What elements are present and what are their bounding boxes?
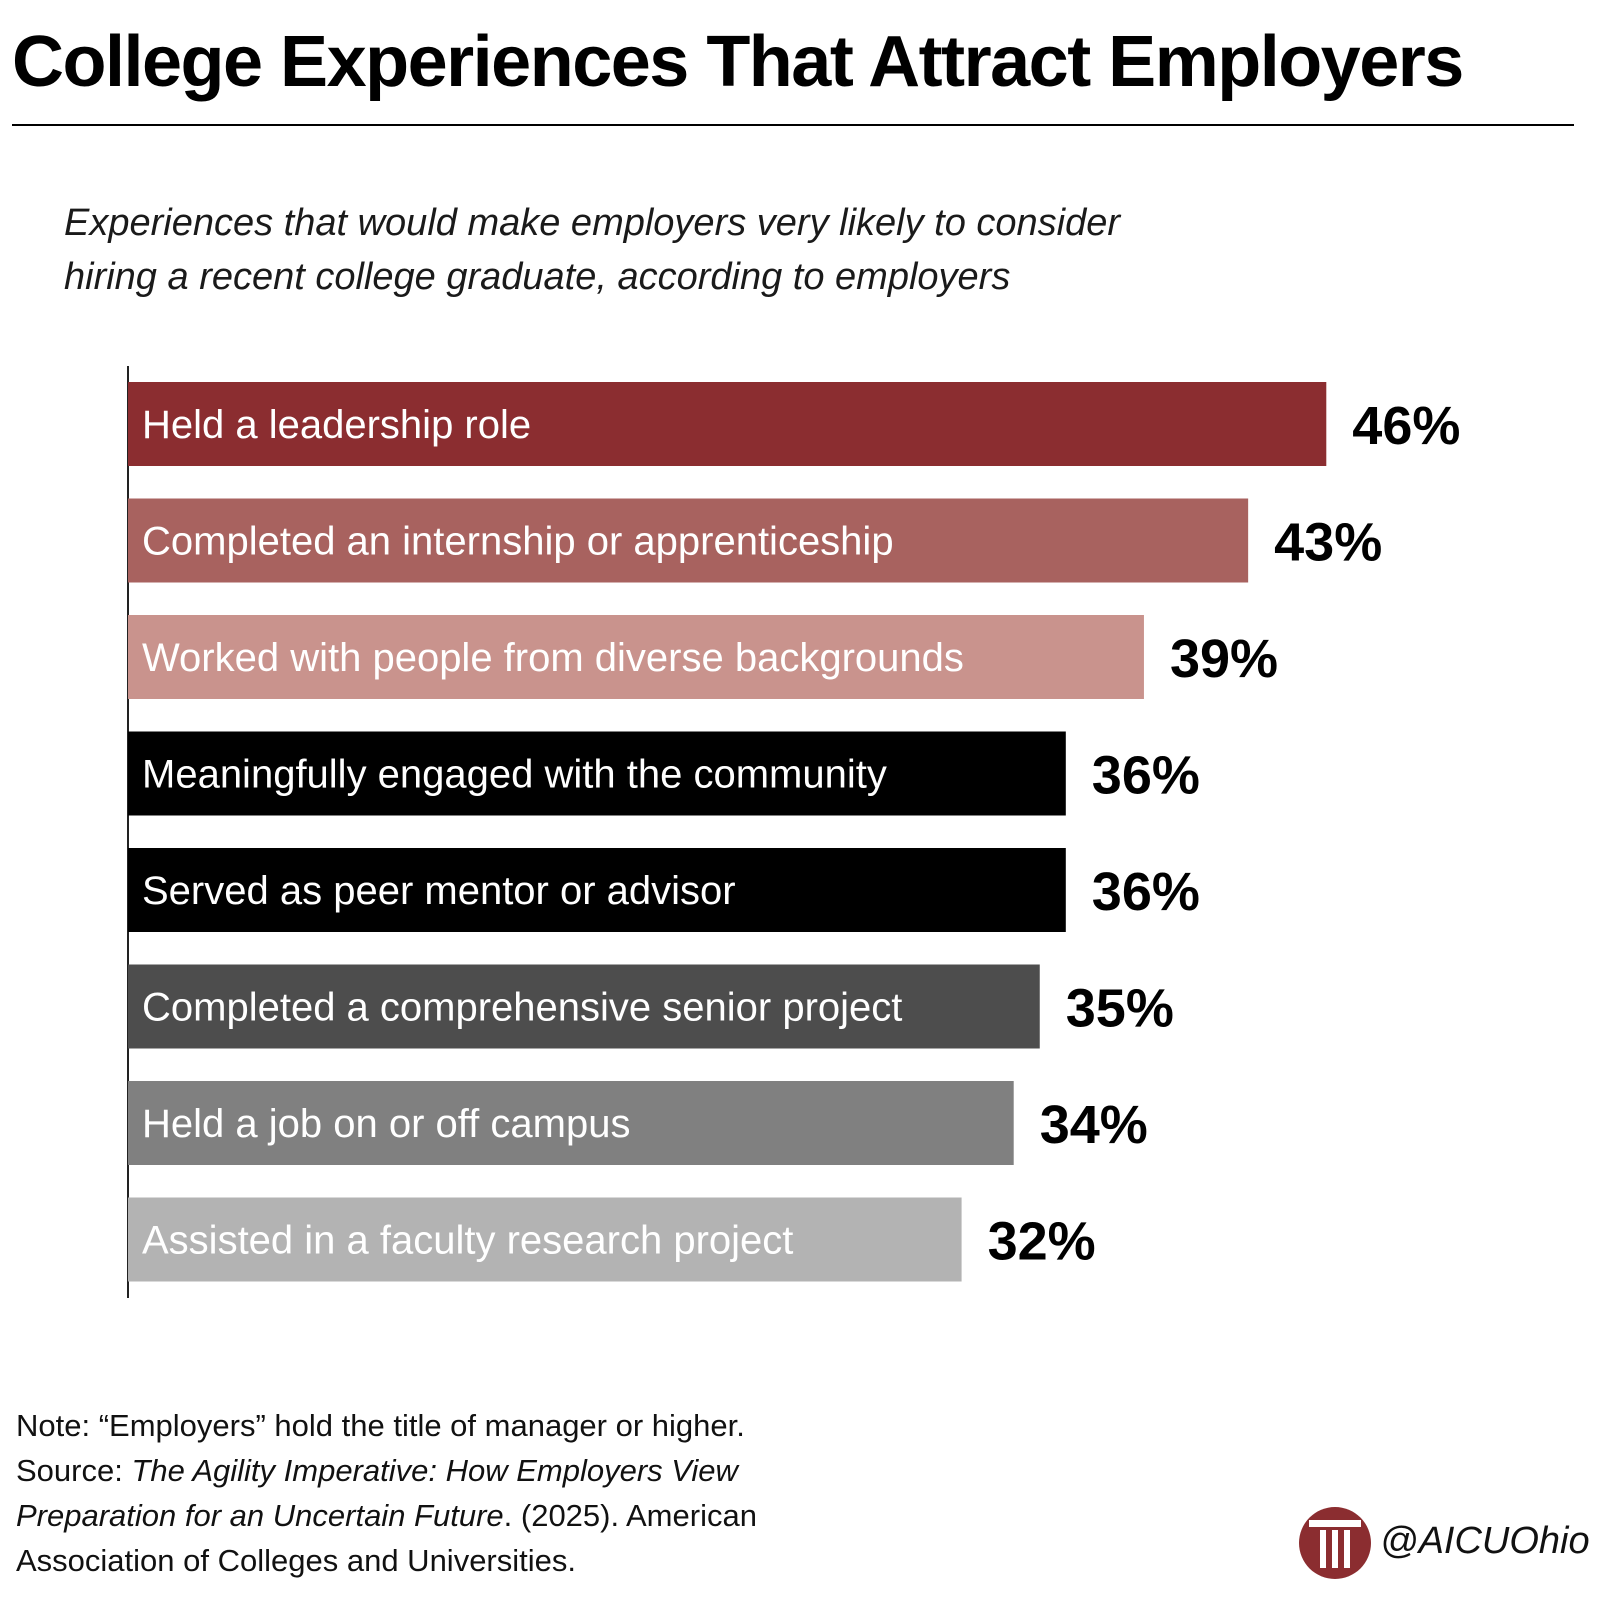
bar-value-label: 32% bbox=[988, 1212, 1096, 1272]
note-text: Note: “Employers” hold the title of mana… bbox=[16, 1408, 745, 1443]
source-prefix: Source: bbox=[16, 1453, 132, 1488]
bar-category-label: Held a job on or off campus bbox=[142, 1102, 630, 1146]
bar-category-label: Held a leadership role bbox=[142, 403, 531, 447]
bar bbox=[128, 848, 1066, 932]
source-line-2: Preparation for an Uncertain Future. (20… bbox=[16, 1493, 916, 1538]
bar bbox=[128, 498, 1249, 583]
bar-value-label: 35% bbox=[1066, 979, 1174, 1039]
source-line-3: Association of Colleges and Universities… bbox=[16, 1543, 576, 1578]
bar-category-label: Meaningfully engaged with the community bbox=[142, 753, 887, 797]
bar bbox=[128, 964, 1040, 1049]
bar-value-label: 36% bbox=[1092, 746, 1200, 806]
bar-value-label: 39% bbox=[1170, 629, 1278, 689]
bar-category-label: Completed a comprehensive senior project bbox=[142, 986, 902, 1030]
source-title-part-2: Preparation for an Uncertain Future bbox=[16, 1498, 504, 1533]
subtitle-line-2: hiring a recent college graduate, accord… bbox=[64, 256, 1011, 298]
subtitle-line-1: Experiences that would make employers ve… bbox=[64, 202, 1121, 244]
chart-subtitle: Experiences that would make employers ve… bbox=[64, 196, 1264, 304]
bar-category-label: Assisted in a faculty research project bbox=[142, 1219, 793, 1263]
aicu-column-logo-icon bbox=[1299, 1507, 1371, 1579]
bar-chart: Held a leadership role 46% Completed an in… bbox=[127, 366, 1460, 1298]
source-details: . (2025). American bbox=[503, 1498, 757, 1533]
bar-category-label: Completed an internship or apprenticeshi… bbox=[142, 520, 894, 564]
title-divider bbox=[12, 124, 1574, 126]
source-line-1: Source: The Agility Imperative: How Empl… bbox=[16, 1448, 916, 1493]
bar bbox=[128, 731, 1066, 816]
bar-category-label: Served as peer mentor or advisor bbox=[142, 869, 736, 913]
footnote: Note: “Employers” hold the title of mana… bbox=[16, 1403, 916, 1583]
bar-category-label: Worked with people from diverse backgrou… bbox=[142, 636, 964, 680]
bar bbox=[128, 382, 1327, 466]
bar-value-label: 46% bbox=[1352, 396, 1460, 456]
bar-value-label: 36% bbox=[1092, 862, 1200, 922]
brand-signature: @AICUOhio bbox=[1298, 1506, 1590, 1580]
bar bbox=[128, 615, 1144, 699]
bar bbox=[128, 1081, 1014, 1165]
source-title-part-1: The Agility Imperative: How Employers Vi… bbox=[131, 1453, 738, 1488]
social-handle: @AICUOhio bbox=[1380, 1520, 1590, 1562]
bar bbox=[128, 1197, 962, 1282]
bar-value-label: 43% bbox=[1274, 513, 1382, 573]
chart-title: College Experiences That Attract Employe… bbox=[12, 22, 1464, 102]
bar-value-label: 34% bbox=[1040, 1095, 1148, 1155]
